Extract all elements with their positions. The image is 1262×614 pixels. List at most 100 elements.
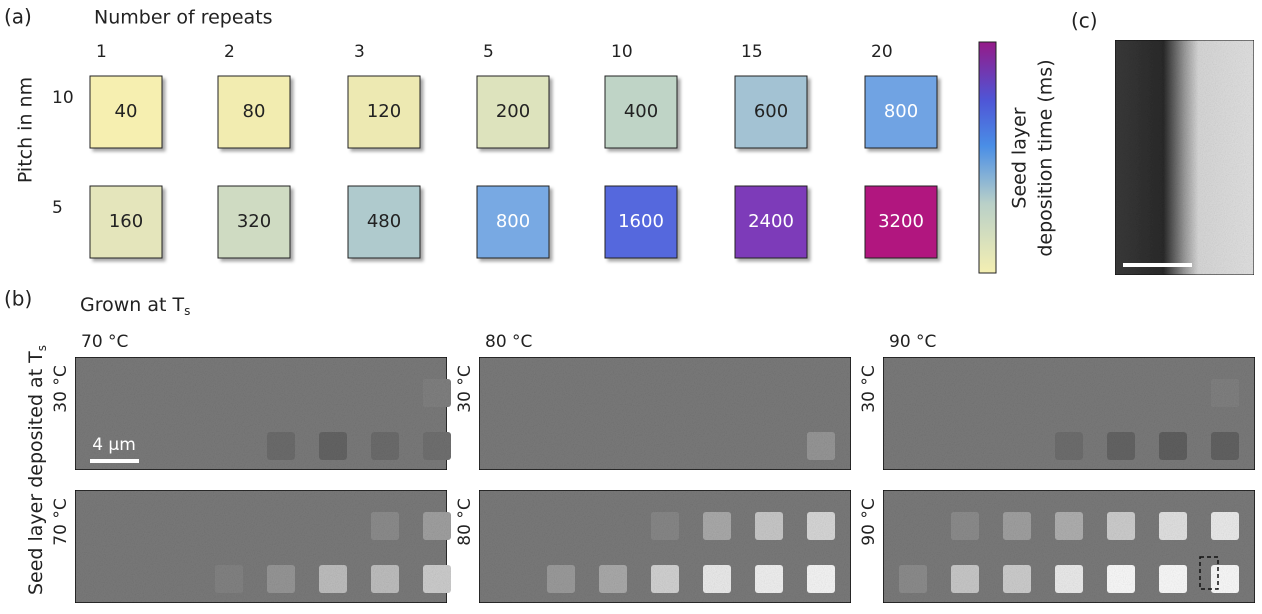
square (1211, 512, 1239, 540)
square (1159, 432, 1187, 460)
tile (217, 185, 291, 259)
tile (604, 185, 678, 259)
square (267, 432, 295, 460)
tile-value: 80 (243, 101, 266, 122)
tile-value: 800 (884, 101, 918, 122)
row-label: 30 °C (51, 365, 71, 412)
square (899, 565, 927, 593)
square (423, 432, 451, 460)
square (423, 379, 451, 407)
tile (89, 185, 163, 259)
tile-value: 1600 (618, 211, 664, 232)
tile (347, 185, 421, 259)
square (1211, 379, 1239, 407)
square (1211, 565, 1239, 593)
square (651, 565, 679, 593)
colorbar-label: Seed layer (1009, 107, 1031, 208)
square (1107, 512, 1135, 540)
repeat-label: 2 (224, 42, 235, 62)
repeat-label: 15 (741, 42, 763, 62)
sem-image (478, 356, 852, 471)
pitch-label: 10 (52, 88, 74, 108)
square (371, 565, 399, 593)
square (371, 432, 399, 460)
square (1003, 512, 1031, 540)
square (319, 432, 347, 460)
square (1055, 512, 1083, 540)
tile (347, 75, 421, 149)
square (599, 565, 627, 593)
repeat-label: 10 (611, 42, 633, 62)
tile (604, 75, 678, 149)
colorbar-label: deposition time (ms) (1035, 59, 1057, 256)
x-title: Number of repeats (94, 7, 273, 29)
repeat-label: 5 (483, 42, 494, 62)
square (215, 565, 243, 593)
scale-bar (1123, 263, 1192, 267)
row-label: 80 °C (455, 498, 475, 545)
square (951, 565, 979, 593)
tile (476, 185, 550, 259)
square (703, 565, 731, 593)
tile (476, 75, 550, 149)
pitch-label: 5 (52, 198, 63, 218)
tile-value: 320 (237, 211, 271, 232)
square (547, 565, 575, 593)
colorbar (978, 41, 997, 274)
square (755, 565, 783, 593)
square (423, 565, 451, 593)
y-title-text: Seed layer deposited at T (25, 351, 47, 595)
tile-value: 120 (367, 101, 401, 122)
sem-image (1114, 39, 1255, 276)
panel-label: (c) (1071, 9, 1098, 33)
tile-value: 160 (109, 211, 143, 232)
panel-title: Grown at Ts (80, 294, 190, 318)
square (1003, 565, 1031, 593)
repeat-label: 20 (871, 42, 893, 62)
column-label: 70 °C (81, 332, 128, 352)
panel-label: (a) (4, 5, 32, 29)
image-grid: 70 °C 30 °C 70 °C 80 °C 30 °C 80 °C 90 °C 30 °C… (51, 332, 1256, 604)
tile (217, 75, 291, 149)
row-label: 30 °C (859, 365, 879, 412)
scale-bar (90, 459, 139, 463)
tile (864, 75, 938, 149)
tile-value: 480 (367, 211, 401, 232)
y-title: Seed layer deposited at Ts (25, 345, 49, 595)
square (651, 512, 679, 540)
square (371, 512, 399, 540)
square (319, 565, 347, 593)
column-label: 90 °C (889, 332, 936, 352)
tile-value: 800 (496, 211, 530, 232)
tile (864, 185, 938, 259)
column-label: 80 °C (485, 332, 532, 352)
square (703, 512, 731, 540)
repeat-label: 1 (96, 42, 107, 62)
square (755, 512, 783, 540)
sem-image (478, 489, 852, 604)
square (1055, 565, 1083, 593)
square (807, 432, 835, 460)
tile (89, 75, 163, 149)
square (807, 565, 835, 593)
tile-value: 40 (115, 101, 138, 122)
tile-value: 400 (624, 101, 658, 122)
y-title-sub: s (35, 345, 49, 351)
square (1159, 512, 1187, 540)
square (1211, 432, 1239, 460)
tile-value: 200 (496, 101, 530, 122)
row-label: 90 °C (859, 498, 879, 545)
square (951, 512, 979, 540)
square (1055, 432, 1083, 460)
repeat-label: 3 (354, 42, 365, 62)
tile-value: 2400 (748, 211, 794, 232)
title-text: Grown at T (80, 294, 184, 316)
square (1107, 565, 1135, 593)
tile-value: 600 (754, 101, 788, 122)
square (1107, 432, 1135, 460)
tile-value: 3200 (878, 211, 924, 232)
y-title: Pitch in nm (15, 77, 37, 183)
square (807, 512, 835, 540)
square (267, 565, 295, 593)
